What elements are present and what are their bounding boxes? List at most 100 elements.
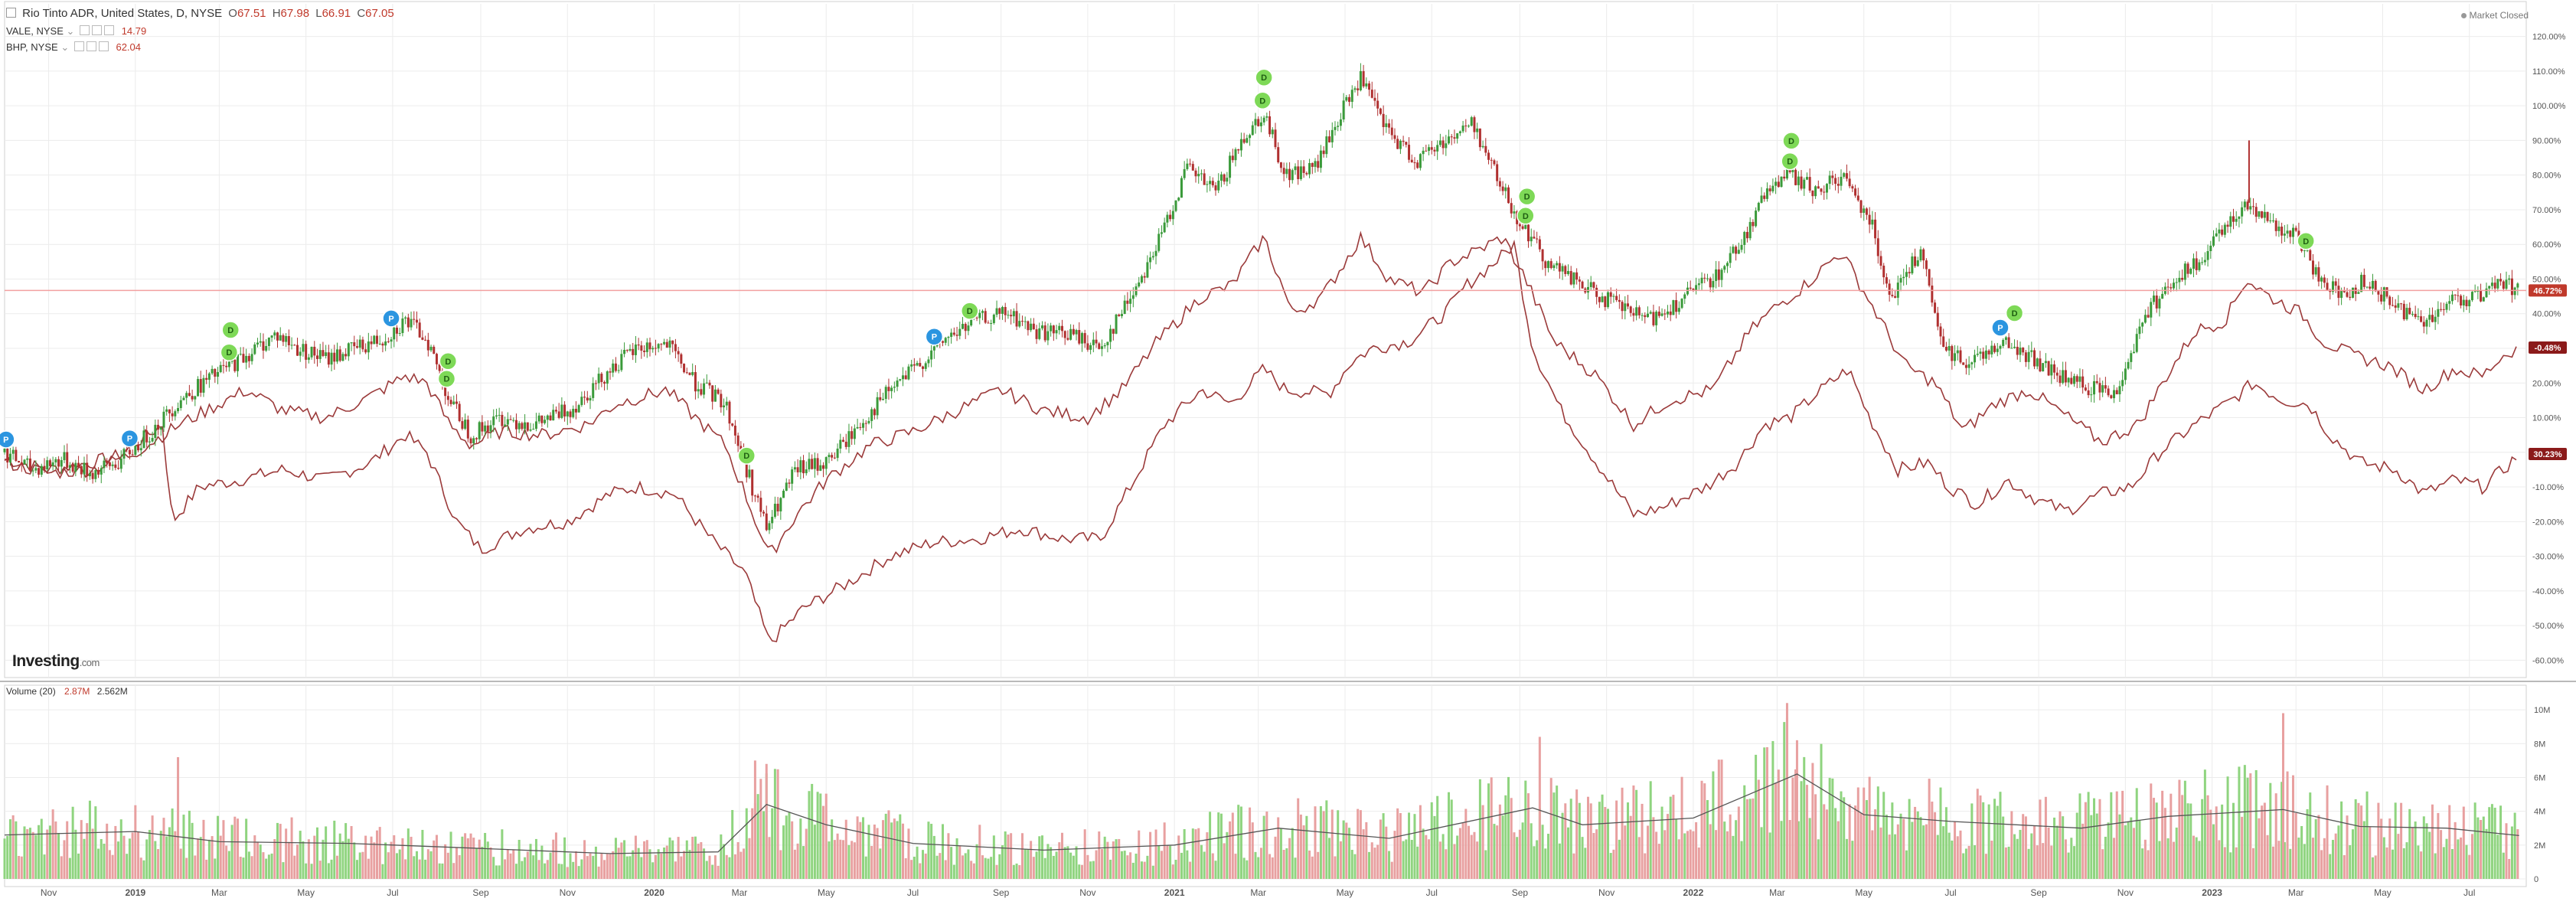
volume-bar [2473, 802, 2476, 879]
volume-bar [824, 793, 828, 879]
candle-body [1823, 191, 1826, 193]
candle-body [1783, 176, 1786, 179]
candle-body [438, 364, 441, 371]
candle-body [1552, 265, 1556, 269]
volume-legend[interactable]: Volume (20) 2.87M 2.562M [6, 686, 128, 697]
candle-body [117, 468, 120, 469]
visibility-toggle-icon[interactable] [80, 25, 90, 35]
volume-bar [1914, 806, 1917, 879]
volume-bar [1513, 832, 1516, 879]
candle-body [952, 332, 955, 335]
collapse-toggle-icon[interactable] [6, 8, 16, 18]
candle-body [1163, 222, 1166, 233]
close-icon[interactable] [104, 25, 115, 35]
volume-bar [202, 819, 205, 879]
candle-body [353, 342, 356, 347]
volume-bar [2246, 777, 2249, 879]
volume-bar [1314, 806, 1317, 879]
candle-body [1365, 83, 1368, 87]
volume-bar [159, 831, 162, 879]
volume-bar [108, 850, 111, 879]
candle-body [1974, 354, 1977, 363]
candle-body [916, 363, 919, 366]
candle-body [285, 335, 288, 342]
volume-bar [1092, 861, 1095, 879]
volume-bar [2170, 793, 2173, 879]
volume-bar [947, 833, 950, 879]
volume-bar [1982, 802, 1985, 879]
visibility-toggle-icon[interactable] [73, 41, 84, 51]
candle-body [154, 424, 157, 439]
candle-body [1311, 163, 1314, 167]
candle-body [2047, 361, 2050, 376]
volume-bar [935, 855, 939, 879]
candle-body [1038, 328, 1041, 339]
candle-body [1612, 296, 1615, 297]
candle-body [492, 416, 495, 426]
x-tick-label: Mar [2288, 887, 2304, 898]
candle-body [2064, 370, 2067, 383]
chevron-down-icon[interactable]: ⌄ [60, 41, 70, 53]
volume-bar [572, 861, 575, 879]
volume-bar [2405, 842, 2408, 879]
volume-bar [1575, 789, 1579, 879]
volume-bar [2223, 847, 2226, 879]
candle-body [282, 335, 285, 342]
volume-bar [2050, 845, 2053, 879]
main-series-legend[interactable]: Rio Tinto ADR, United States, D, NYSE O6… [6, 7, 394, 20]
x-tick-label: Nov [1598, 887, 1614, 898]
candle-body [1146, 262, 1149, 278]
x-tick-label: Sep [1512, 887, 1529, 898]
volume-bar [944, 860, 947, 879]
comparison-legend-vale[interactable]: VALE, NYSE ⌄ 14.79 [6, 25, 146, 38]
candle-body [122, 449, 126, 459]
settings-icon[interactable] [92, 25, 103, 35]
volume-bar [2306, 808, 2309, 879]
volume-bar [66, 821, 69, 879]
settings-icon[interactable] [86, 41, 96, 51]
candle-body [1106, 341, 1109, 345]
candle-body [1962, 362, 1965, 365]
volume-bar [57, 832, 60, 879]
candle-body [2226, 224, 2229, 227]
candle-body [1737, 250, 1740, 254]
candle-body [990, 323, 993, 325]
candle-body [731, 423, 734, 426]
candle-body [225, 365, 228, 367]
volume-bar [1149, 831, 1152, 879]
candle-body [148, 441, 151, 443]
volume-bar [217, 815, 220, 879]
volume-bar [1800, 781, 1803, 879]
candle-body [2317, 267, 2320, 282]
volume-bar [486, 841, 489, 879]
volume-bar [1382, 813, 1385, 879]
candle-body [1765, 188, 1768, 199]
volume-bar [1979, 795, 1982, 879]
volume-bar [1717, 759, 1720, 879]
volume-bar [2218, 840, 2221, 879]
badge-label: D [1259, 96, 1265, 106]
volume-bar [808, 791, 811, 879]
volume-bar [18, 856, 21, 879]
volume-bar [185, 857, 188, 879]
volume-bar [318, 861, 322, 879]
chevron-down-icon[interactable]: ⌄ [66, 25, 75, 37]
candle-body [1004, 307, 1007, 315]
volume-bar [1274, 836, 1277, 879]
volume-bar [2349, 845, 2352, 879]
volume-bar [2470, 834, 2473, 879]
volume-bar [1334, 856, 1337, 879]
candle-body [799, 460, 802, 472]
close-icon[interactable] [98, 41, 109, 51]
volume-bar [1470, 835, 1473, 879]
candle-body [1461, 126, 1464, 132]
split-badge [382, 309, 400, 328]
volume-bar [2437, 812, 2440, 879]
x-tick-label: Nov [1079, 887, 1095, 898]
candle-body [1905, 272, 1908, 277]
volume-bar [1820, 743, 1823, 879]
volume-bar [1501, 815, 1504, 879]
candle-body [890, 387, 893, 391]
comparison-legend-bhp[interactable]: BHP, NYSE ⌄ 62.04 [6, 41, 141, 54]
